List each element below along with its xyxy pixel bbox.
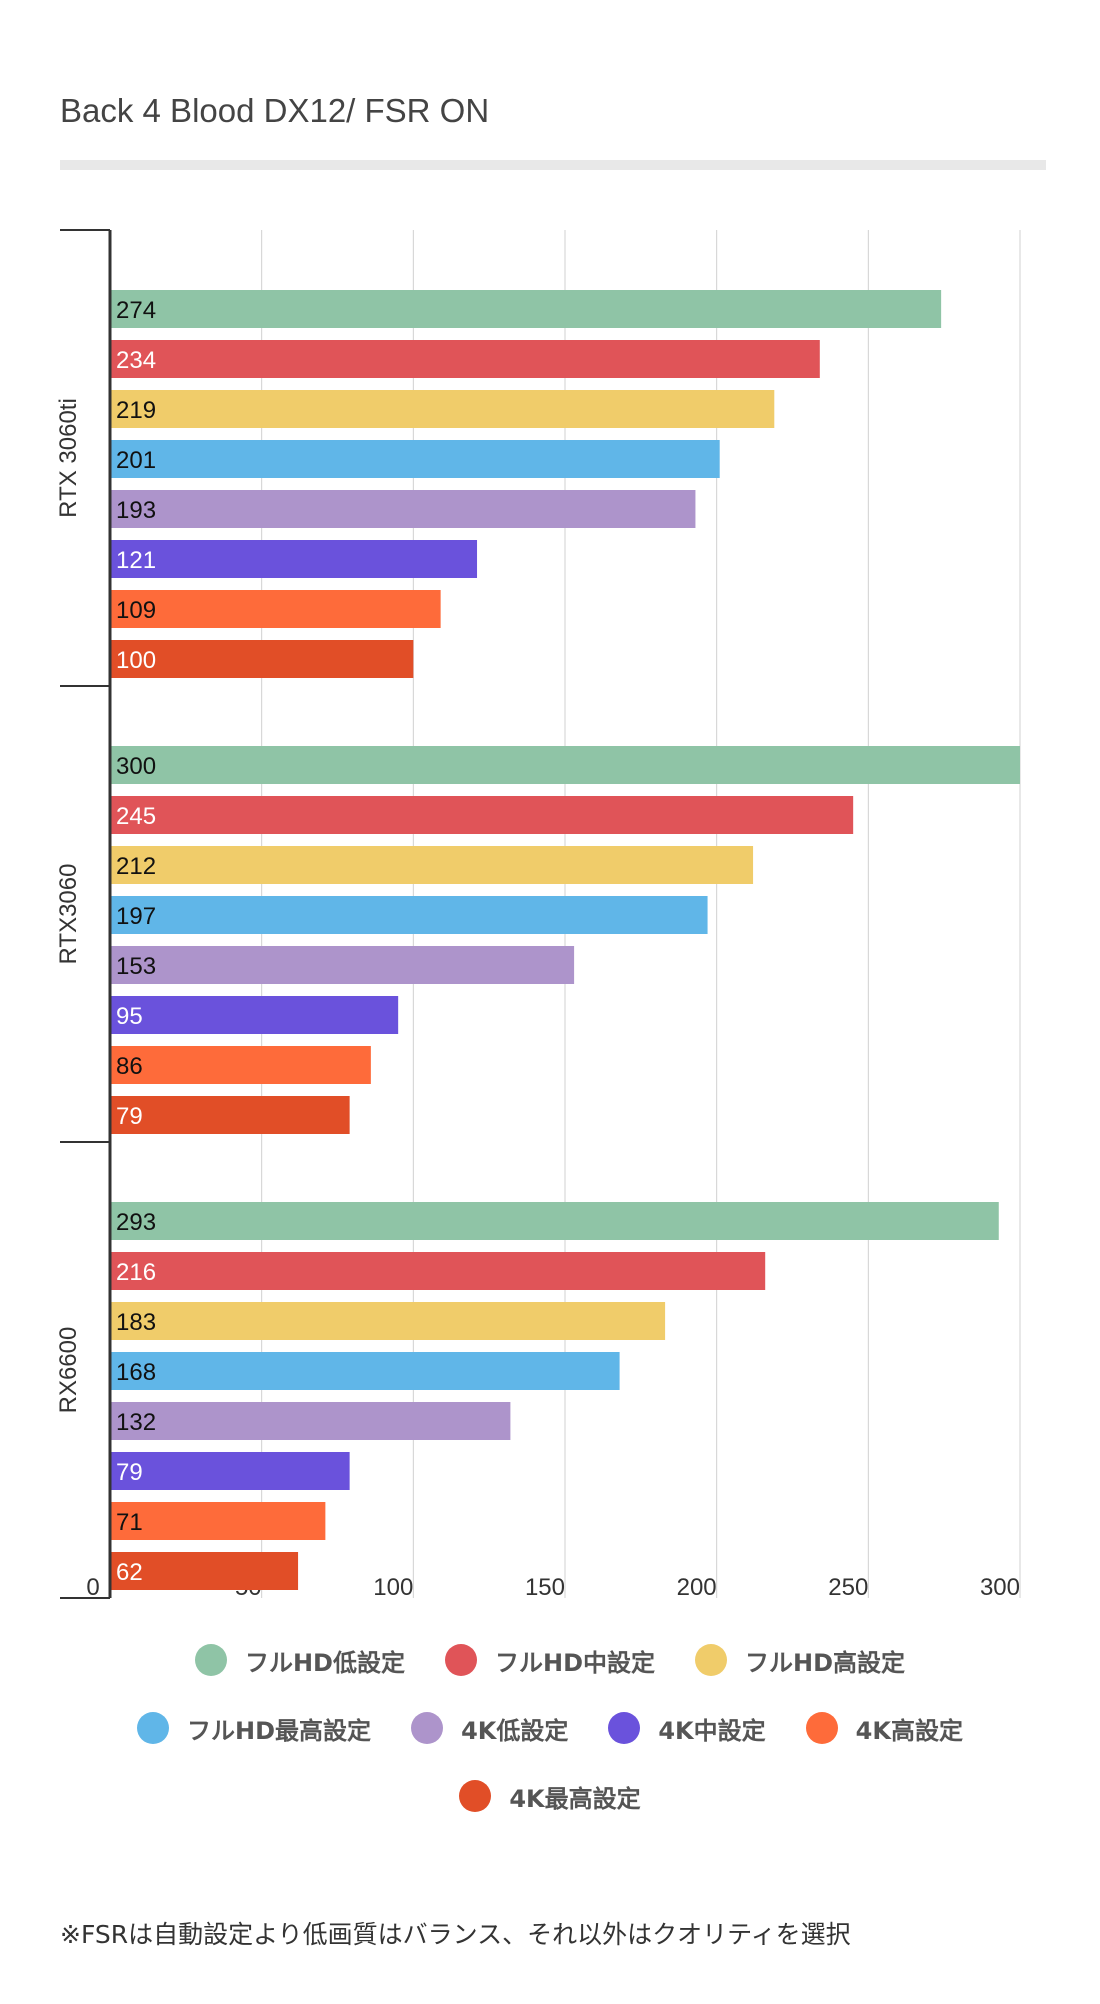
- bar-value-label: 79: [116, 1103, 143, 1130]
- bar-value-label: 168: [116, 1359, 156, 1386]
- group-label: RTX3060: [55, 864, 82, 965]
- x-tick-label: 0: [86, 1574, 99, 1601]
- legend-item: フルHD低設定: [194, 1643, 405, 1678]
- bar-value-label: 212: [116, 853, 156, 880]
- group-label: RTX 3060ti: [55, 398, 82, 518]
- bar-value-label: 219: [116, 397, 156, 424]
- bar: [110, 946, 575, 984]
- bar-value-label: 234: [116, 347, 156, 374]
- bar: [110, 590, 441, 628]
- bar: [110, 540, 478, 578]
- bar-value-label: 95: [116, 1003, 143, 1030]
- x-tick-label: 250: [828, 1574, 868, 1601]
- legend-item: 4K高設定: [805, 1711, 963, 1746]
- legend-swatch: [137, 1712, 170, 1744]
- bar: [110, 746, 1020, 784]
- legend-swatch: [805, 1712, 838, 1744]
- x-tick-label: 100: [373, 1574, 413, 1601]
- x-tick-label: 300: [980, 1574, 1020, 1601]
- group-label: RX6600: [55, 1327, 82, 1414]
- legend-label: フルHD中設定: [494, 1648, 655, 1677]
- bar-value-label: 183: [116, 1309, 156, 1336]
- bar: [110, 440, 720, 478]
- bar-chart: 0501001502002503002742342192011931211091…: [55, 229, 1021, 1601]
- chart-title: Back 4 Blood DX12/ FSR ON: [60, 92, 490, 129]
- bar-value-label: 79: [116, 1459, 143, 1486]
- legend-item: フルHD高設定: [695, 1643, 905, 1678]
- legend: フルHD低設定 フルHD中設定 フルHD高設定 フルHD最高設定 4K低設定 4…: [0, 1640, 1100, 1844]
- bar: [110, 1202, 999, 1240]
- bar-value-label: 109: [116, 597, 156, 624]
- bar-value-label: 100: [116, 647, 156, 674]
- legend-label: 4K高設定: [855, 1716, 963, 1745]
- footnote: ※FSRは自動設定より低画質はバランス、それ以外はクオリティを選択: [60, 1920, 851, 1949]
- bar-value-label: 86: [116, 1053, 143, 1080]
- legend-swatch: [194, 1644, 227, 1676]
- bar: [110, 340, 820, 378]
- legend-swatch: [459, 1780, 492, 1812]
- bar: [110, 1302, 666, 1340]
- x-tick-label: 150: [525, 1574, 565, 1601]
- legend-label: 4K最高設定: [509, 1784, 641, 1813]
- legend-swatch: [444, 1644, 477, 1676]
- legend-label: 4K低設定: [461, 1716, 569, 1745]
- bar: [110, 1046, 371, 1084]
- bar-value-label: 300: [116, 753, 156, 780]
- bar-value-label: 71: [116, 1509, 143, 1536]
- bar-value-label: 193: [116, 497, 156, 524]
- bar: [110, 640, 414, 678]
- title-divider: [60, 160, 1046, 170]
- bar-value-label: 121: [116, 547, 156, 574]
- bar: [110, 996, 399, 1034]
- legend-row: 4K最高設定: [0, 1776, 1100, 1816]
- bar: [110, 896, 708, 934]
- bar-value-label: 153: [116, 953, 156, 980]
- legend-label: フルHD最高設定: [187, 1716, 372, 1745]
- bar: [110, 490, 696, 528]
- bar-value-label: 201: [116, 447, 156, 474]
- legend-item: 4K中設定: [608, 1711, 766, 1746]
- bar-value-label: 197: [116, 903, 156, 930]
- legend-label: フルHD低設定: [244, 1648, 405, 1677]
- bar: [110, 1402, 511, 1440]
- x-tick-label: 200: [677, 1574, 717, 1601]
- bar-value-label: 293: [116, 1209, 156, 1236]
- bar-value-label: 274: [116, 297, 156, 324]
- bar: [110, 1552, 299, 1590]
- legend-item: フルHD中設定: [444, 1643, 655, 1678]
- bar: [110, 1096, 350, 1134]
- legend-row: フルHD最高設定 4K低設定 4K中設定 4K高設定: [0, 1708, 1100, 1748]
- bar: [110, 1502, 326, 1540]
- bar: [110, 796, 854, 834]
- legend-swatch: [411, 1712, 444, 1744]
- legend-label: フルHD高設定: [745, 1648, 906, 1677]
- legend-item: フルHD最高設定: [137, 1711, 371, 1746]
- legend-item: 4K低設定: [411, 1711, 568, 1746]
- bar-value-label: 132: [116, 1409, 156, 1436]
- bar: [110, 1352, 620, 1390]
- bar: [110, 290, 942, 328]
- legend-item: 4K最高設定: [459, 1779, 641, 1814]
- bar: [110, 390, 775, 428]
- bar-value-label: 62: [116, 1559, 143, 1586]
- bar-value-label: 245: [116, 803, 156, 830]
- bar: [110, 1452, 350, 1490]
- bar: [110, 1252, 766, 1290]
- legend-label: 4K中設定: [658, 1716, 766, 1745]
- bar: [110, 846, 754, 884]
- bar-value-label: 216: [116, 1259, 156, 1286]
- legend-row: フルHD低設定 フルHD中設定 フルHD高設定: [0, 1640, 1100, 1680]
- legend-swatch: [608, 1712, 641, 1744]
- legend-swatch: [695, 1644, 727, 1676]
